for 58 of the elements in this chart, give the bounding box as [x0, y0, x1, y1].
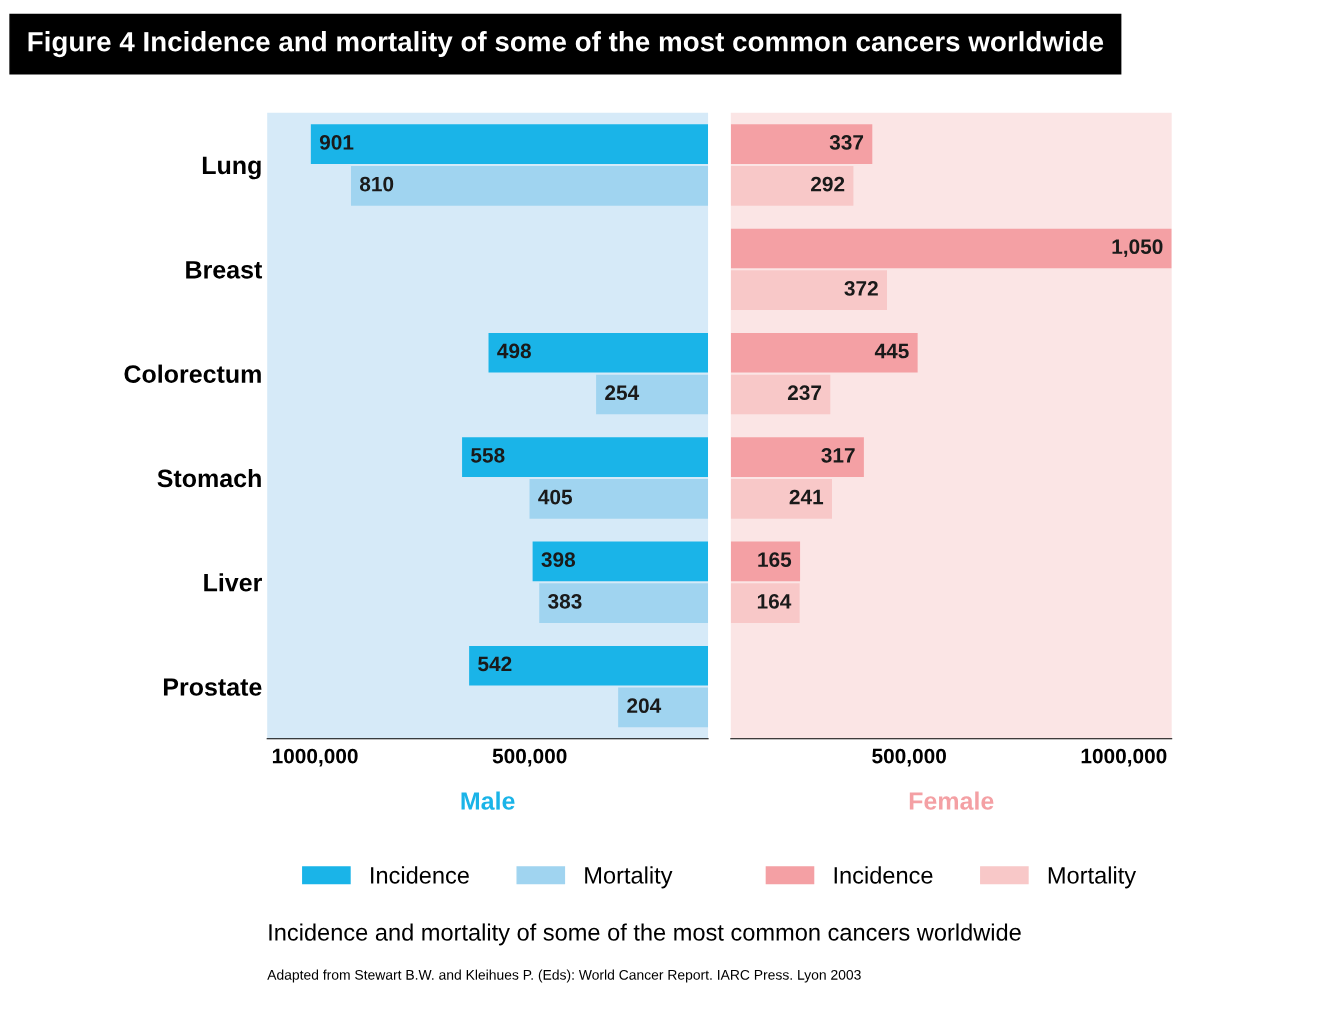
data-label: 372 — [844, 281, 878, 296]
bar — [730, 374, 831, 415]
legend-label: Incidence — [834, 866, 933, 884]
data-label: 237 — [787, 385, 822, 401]
data-label: 165 — [758, 552, 792, 567]
bar — [596, 374, 709, 415]
bar — [539, 583, 709, 623]
data-label: 810 — [359, 176, 394, 192]
data-label: 204 — [627, 698, 662, 714]
bar — [310, 124, 709, 164]
bar — [350, 166, 709, 206]
data-label: 1,050 — [1112, 239, 1163, 258]
bar — [532, 541, 709, 582]
data-label: 445 — [874, 343, 909, 359]
bar — [730, 478, 832, 519]
y-tick-label: Prostate — [163, 678, 262, 696]
data-label: 901 — [319, 134, 354, 150]
data-label: 558 — [471, 447, 505, 463]
legend-label: Incidence — [371, 866, 469, 884]
bar — [730, 124, 873, 164]
bar — [730, 270, 887, 311]
y-tick-label: Lung — [202, 156, 261, 180]
y-tick-label: Colorectum — [124, 364, 261, 383]
data-label: 383 — [548, 593, 582, 609]
data-label: 254 — [605, 385, 640, 401]
bar — [469, 645, 709, 686]
text: Incidence and mortality of some of the most common cancers worldwide — [269, 923, 1021, 946]
text: 500,000 — [872, 748, 946, 767]
data-label: 164 — [757, 593, 792, 609]
text: Adapted from Stewart B.W. and Kleihues P. (Eds): World Cancer Report. IARC Press. Lyon 2003 — [267, 969, 861, 983]
chart-title: Figure 4 Incidence and mortality of some of the most common cancers worldwide — [28, 31, 1104, 58]
text: 1000,000 — [1081, 748, 1167, 767]
x-axis-title: Male — [461, 791, 515, 810]
bar — [730, 228, 1172, 269]
bar — [730, 583, 800, 623]
data-label: 398 — [541, 552, 576, 568]
data-label: 292 — [811, 176, 845, 192]
text: 1000,000 — [272, 748, 358, 767]
y-tick-label: Stomach — [157, 468, 261, 488]
data-label: 498 — [497, 343, 531, 359]
x-axis-title: Female — [909, 791, 994, 810]
data-label: 317 — [821, 447, 855, 463]
bar — [488, 332, 709, 373]
bar — [618, 687, 709, 728]
data-label: 542 — [478, 656, 512, 672]
text: 500,000 — [492, 748, 567, 767]
bar — [462, 437, 709, 477]
data-label: 241 — [789, 489, 824, 505]
bar — [529, 478, 709, 519]
legend-label: Mortality — [585, 866, 673, 889]
data-label: 405 — [538, 489, 573, 505]
bar — [730, 437, 864, 477]
bar — [730, 166, 854, 206]
bar — [730, 332, 918, 373]
y-tick-label: Breast — [186, 261, 263, 279]
data-label: 337 — [829, 134, 864, 150]
y-tick-label: Liver — [204, 573, 262, 592]
legend-label: Mortality — [1048, 866, 1137, 889]
